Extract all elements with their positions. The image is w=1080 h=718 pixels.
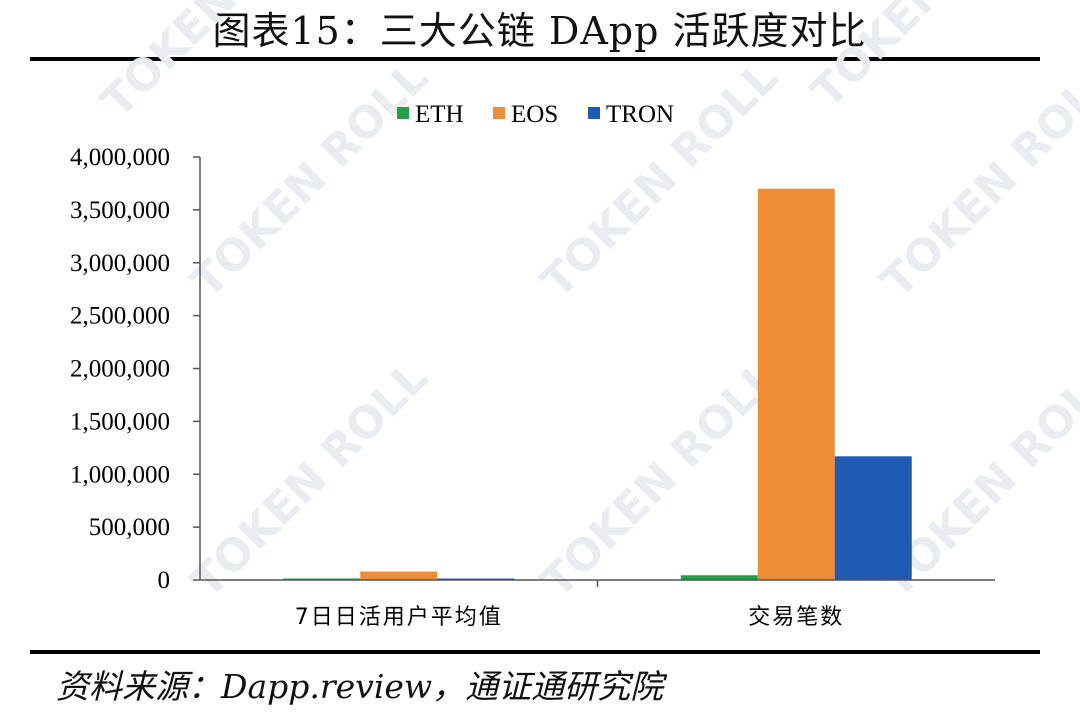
chart-title: 图表15：三大公链 DApp 活跃度对比 (212, 9, 868, 53)
watermark-text: TOKEN ROLL (802, 0, 1058, 118)
source-divider (30, 650, 1040, 654)
watermark-text: TOKEN ROLL (92, 0, 348, 128)
y-tick-label: 2,500,000 (70, 303, 170, 330)
y-tick-label: 3,500,000 (70, 197, 170, 224)
legend-label-eos: EOS (511, 101, 558, 128)
y-tick-label: 3,000,000 (70, 250, 170, 277)
y-tick-label: 0 (158, 567, 171, 594)
legend-label-tron: TRON (606, 101, 674, 128)
watermark-text: TOKEN ROLL (182, 52, 438, 308)
legend-swatch-eos (493, 107, 505, 119)
legend-swatch-eth (397, 107, 409, 119)
x-category-label: 7日日活用户平均值 (295, 605, 503, 630)
bar-layer (283, 188, 912, 580)
y-tick-label: 2,000,000 (70, 356, 170, 383)
title-divider (30, 57, 1040, 61)
y-tick-label: 4,000,000 (70, 144, 170, 171)
bar-eth (680, 575, 758, 580)
y-axis: 0 500,000 1,000,000 1,500,000 2,000,000 2,500… (70, 144, 201, 594)
watermark-text: TOKEN ROLL (872, 52, 1080, 308)
watermark-text: TOKEN ROLL (532, 352, 788, 608)
x-axis: 7日日活用户平均值 交易笔数 (200, 579, 995, 630)
watermark-text: TOKEN ROLL (532, 52, 788, 308)
source-note: 资料来源：Dapp.review，通证通研究院 (56, 667, 664, 706)
legend-swatch-tron (588, 107, 600, 119)
bar-eos (757, 188, 835, 580)
y-tick-label: 1,500,000 (70, 408, 170, 435)
legend-label-eth: ETH (415, 101, 464, 128)
chart-legend: ETH EOS TRON (397, 101, 674, 128)
watermark-text: TOKEN ROLL (182, 352, 438, 608)
y-tick-label: 500,000 (89, 514, 170, 541)
x-category-label: 交易笔数 (748, 605, 844, 630)
bar-eos (360, 571, 438, 580)
bar-tron (834, 456, 912, 580)
y-tick-label: 1,000,000 (70, 461, 170, 488)
